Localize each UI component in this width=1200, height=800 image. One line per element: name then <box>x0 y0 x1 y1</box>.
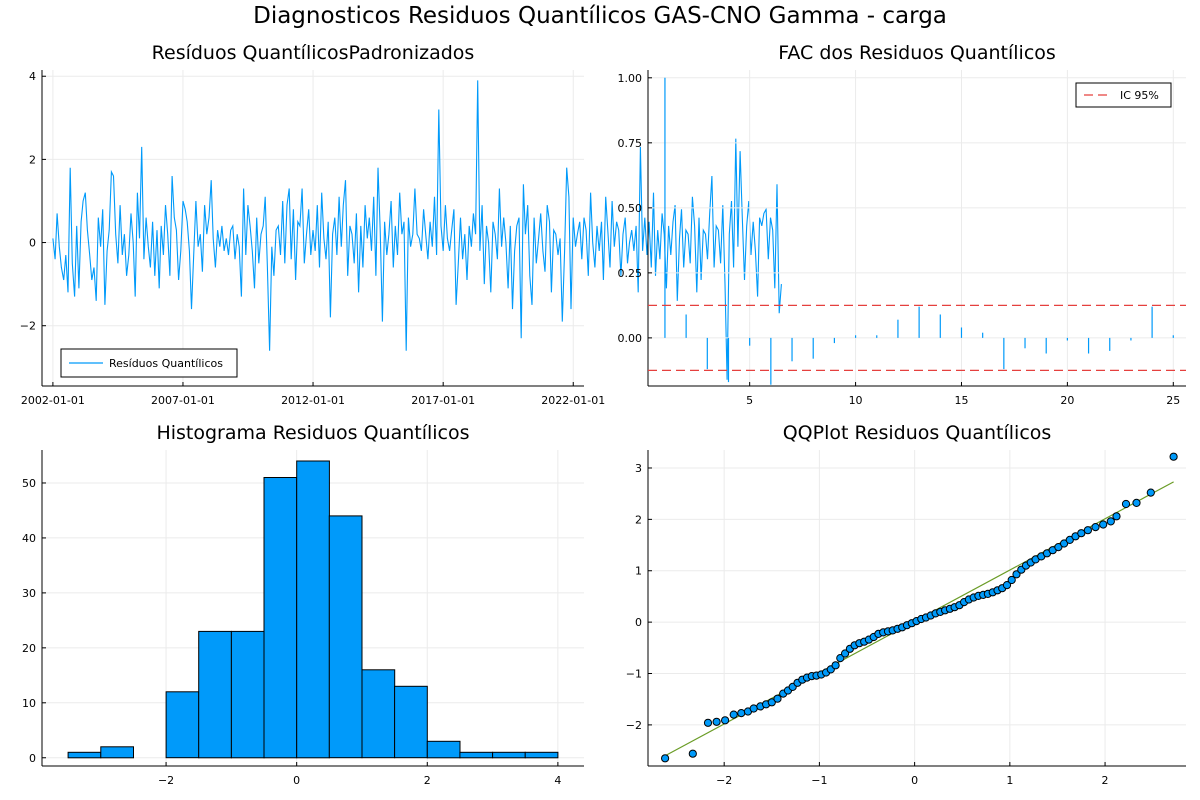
histogram-y-tick-label: 50 <box>22 477 36 490</box>
qqplot-point <box>1106 517 1115 526</box>
qqplot-point <box>737 709 746 718</box>
qqplot-point <box>1012 570 1021 579</box>
qqplot-x-tick-label: −2 <box>716 774 732 787</box>
residuals-x-tick-label: 2022-01-01 <box>541 394 605 407</box>
qqplot-point <box>749 704 758 713</box>
histogram-bar <box>328 515 363 759</box>
qqplot-point <box>721 716 730 725</box>
qqplot-point <box>729 710 738 719</box>
qqplot-point <box>712 717 721 726</box>
acf-y-tick-label: 0.00 <box>618 332 643 345</box>
histogram-bar <box>524 751 559 759</box>
qqplot-point <box>1002 581 1012 590</box>
residuals-x-tick-label: 2007-01-01 <box>151 394 215 407</box>
qqplot-point <box>661 754 670 763</box>
histogram-bar <box>198 630 232 759</box>
acf-x-tick-label: 15 <box>954 394 968 407</box>
figure-title: Diagnosticos Residuos Quantílicos GAS-CN… <box>253 3 947 29</box>
residuals-series-line <box>52 80 782 380</box>
qqplot-y-tick-label: −2 <box>626 719 642 732</box>
histogram-y-tick-label: 40 <box>22 532 36 545</box>
residuals-y-tick-label: 0 <box>29 237 36 250</box>
acf-x-tick-label: 5 <box>746 394 753 407</box>
qqplot-point <box>703 718 713 727</box>
histogram-x-tick-label: 0 <box>293 774 300 787</box>
qqplot-point <box>767 698 776 707</box>
acf-legend-label: IC 95% <box>1120 89 1159 102</box>
qqplot-y-tick-label: 1 <box>635 565 642 578</box>
histogram-bar <box>67 751 102 759</box>
residuals-y-tick-label: 2 <box>29 153 36 166</box>
qqplot-x-tick-label: 1 <box>1006 774 1013 787</box>
qqplot-y-tick-label: 2 <box>635 513 642 526</box>
histogram-bar <box>165 691 200 759</box>
qqplot-point <box>841 649 850 658</box>
acf-title: FAC dos Residuos Quantílicos <box>778 42 1056 64</box>
qqplot-point <box>688 749 697 758</box>
residuals-x-tick-label: 2012-01-01 <box>281 394 345 407</box>
histogram-x-tick-label: 4 <box>554 774 561 787</box>
qqplot-point <box>831 661 840 670</box>
qqplot-point <box>1099 520 1108 529</box>
acf-y-tick-label: 1.00 <box>618 72 643 85</box>
histogram-bar <box>459 751 494 759</box>
histogram-bar <box>426 740 461 759</box>
acf-x-tick-label: 10 <box>849 394 863 407</box>
histogram-bar <box>394 685 428 759</box>
panel-acf: 5 10 15 20 25 0.00 0.25 0.50 0.75 1.00 FAC dos Res… <box>618 42 1186 407</box>
qqplot-point <box>1169 452 1178 461</box>
qqplot-x-tick-label: 2 <box>1102 774 1109 787</box>
acf-y-tick-label: 0.25 <box>618 267 643 280</box>
qqplot-point <box>1083 526 1093 535</box>
histogram-y-tick-label: 0 <box>29 752 36 765</box>
qqplot-point <box>1146 488 1155 497</box>
qqplot-point <box>1132 498 1141 507</box>
panel-qqplot: −2 −1 0 1 2 −2 −1 0 1 2 3 QQPlot Residuos Quantílic… <box>626 422 1186 787</box>
histogram-bar <box>492 751 526 759</box>
qqplot-point <box>1121 499 1131 509</box>
qqplot-point <box>1077 529 1086 538</box>
panel-residuals-line: 2002-01-01 2007-01-01 2012-01-01 2017-01-01… <box>20 42 782 407</box>
acf-x-tick-label: 25 <box>1166 394 1180 407</box>
qqplot-point <box>1112 512 1121 521</box>
histogram-title: Histograma Residuos Quantílicos <box>156 422 469 444</box>
residuals-y-tick-label: −2 <box>20 320 36 333</box>
qqplot-x-tick-label: −1 <box>811 774 827 787</box>
histogram-x-tick-label: −2 <box>158 774 174 787</box>
qqplot-point <box>1054 543 1063 552</box>
qqplot-point <box>1091 523 1100 532</box>
qqplot-x-tick-label: 0 <box>911 774 918 787</box>
histogram-y-tick-label: 20 <box>22 642 36 655</box>
acf-y-tick-label: 0.50 <box>618 202 643 215</box>
histogram-x-tick-label: 2 <box>424 774 431 787</box>
qqplot-point <box>836 654 845 663</box>
residuals-title: Resíduos QuantílicosPadronizados <box>152 42 475 64</box>
residuals-legend-label: Resíduos Quantílicos <box>109 357 223 370</box>
qqplot-point <box>773 694 782 703</box>
qqplot-point <box>1065 535 1074 545</box>
histogram-bar <box>296 460 330 759</box>
histogram-y-tick-label: 30 <box>22 587 36 600</box>
qqplot-point <box>1060 539 1069 548</box>
residuals-x-tick-label: 2002-01-01 <box>21 394 85 407</box>
histogram-bar <box>230 630 265 759</box>
qqplot-point <box>1007 575 1016 585</box>
histogram-bar <box>263 477 298 759</box>
qqplot-y-tick-label: 3 <box>635 462 642 475</box>
acf-x-tick-label: 20 <box>1060 394 1074 407</box>
residuals-x-tick-label: 2017-01-01 <box>411 394 475 407</box>
histogram-bar <box>100 746 135 759</box>
acf-y-tick-label: 0.75 <box>618 137 643 150</box>
histogram-y-tick-label: 10 <box>22 697 36 710</box>
qqplot-title: QQPlot Residuos Quantílicos <box>783 422 1052 444</box>
qqplot-y-tick-label: 0 <box>635 616 642 629</box>
histogram-bar <box>361 669 396 759</box>
residuals-y-tick-label: 4 <box>29 70 36 83</box>
qqplot-y-tick-label: −1 <box>626 668 642 681</box>
